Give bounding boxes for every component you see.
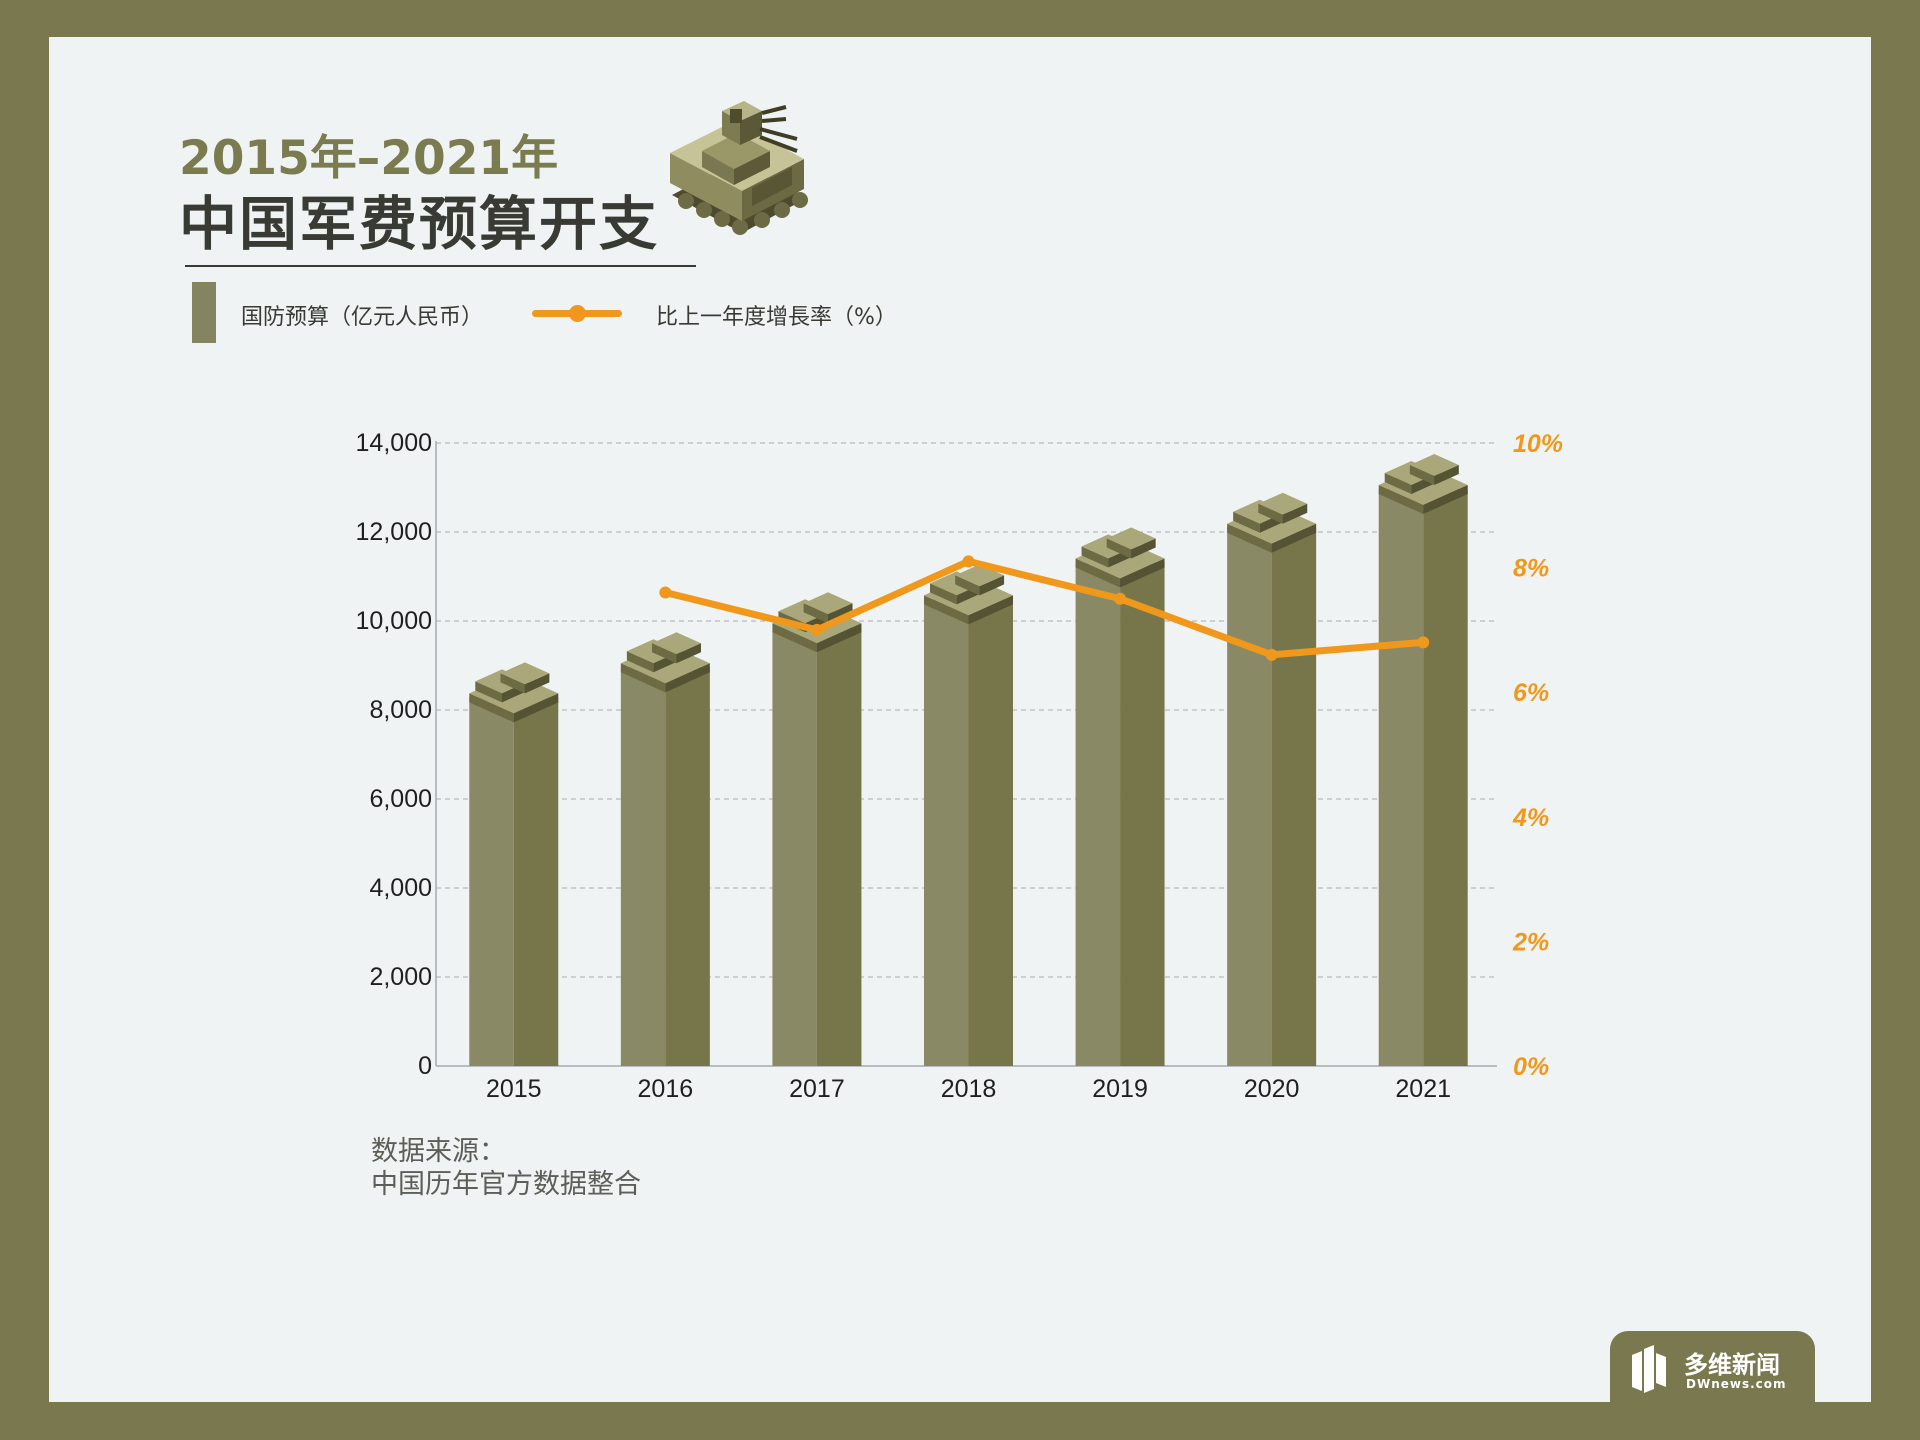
money-block-left bbox=[626, 651, 654, 673]
bar-right-face bbox=[816, 627, 862, 1066]
y-left-tick-label: 12,000 bbox=[356, 518, 432, 546]
money-block-top bbox=[1106, 527, 1156, 550]
money-block-left bbox=[652, 643, 677, 664]
money-block-top bbox=[1258, 492, 1308, 515]
growth-rate-point bbox=[962, 555, 975, 568]
bar-right-face bbox=[1120, 562, 1165, 1066]
money-block-left bbox=[1409, 465, 1435, 486]
building-icon bbox=[1632, 1345, 1666, 1393]
bar-right-face bbox=[513, 697, 559, 1066]
logo-wordmark: 多维新闻 bbox=[1684, 1351, 1780, 1379]
money-block-base-left bbox=[469, 693, 514, 723]
legend-line-marker bbox=[569, 305, 586, 322]
money-block-base-right bbox=[1271, 523, 1317, 553]
x-tick-label: 2021 bbox=[1395, 1075, 1451, 1103]
chart-title: 中国军费预算开支 bbox=[179, 190, 660, 258]
money-block-right bbox=[524, 673, 550, 694]
y-right-tick-label: 0% bbox=[1513, 1053, 1549, 1081]
money-block-top bbox=[652, 632, 701, 655]
bar-left-face bbox=[772, 627, 817, 1066]
money-block-left bbox=[955, 575, 980, 596]
money-block-base-left bbox=[1378, 485, 1424, 515]
y-left-tick-label: 10,000 bbox=[356, 607, 432, 635]
data-source: 数据来源： 中国历年官方数据整合 bbox=[371, 1135, 641, 1201]
bar-right-face bbox=[1271, 527, 1317, 1066]
money-block-left bbox=[803, 603, 829, 624]
money-block-base-left bbox=[924, 595, 969, 625]
money-block-base-left bbox=[1075, 558, 1121, 588]
money-block-left bbox=[1384, 473, 1412, 495]
bar-left-face bbox=[1075, 562, 1121, 1066]
bar-right-face bbox=[665, 667, 710, 1066]
bar-right-face bbox=[968, 599, 1013, 1066]
money-block-top bbox=[1409, 454, 1459, 477]
money-block-base-right bbox=[1120, 558, 1165, 588]
bar-left-face bbox=[469, 697, 514, 1066]
legend-bar-swatch bbox=[192, 282, 216, 343]
growth-rate-point bbox=[659, 586, 672, 599]
money-block-right bbox=[676, 643, 701, 664]
money-block-left bbox=[1081, 546, 1109, 568]
x-tick-label: 2016 bbox=[638, 1075, 694, 1103]
bar-left-face bbox=[1378, 489, 1424, 1066]
y-left-tick-label: 4,000 bbox=[369, 874, 432, 902]
money-block-base-left bbox=[620, 663, 666, 693]
y-left-tick-label: 0 bbox=[418, 1052, 432, 1080]
money-block-left bbox=[1233, 511, 1260, 533]
y-right-tick-label: 4% bbox=[1512, 804, 1549, 832]
money-block-left bbox=[1106, 538, 1132, 559]
x-tick-label: 2019 bbox=[1092, 1075, 1148, 1103]
bar-left-face bbox=[1227, 527, 1272, 1066]
dwnews-logo[interactable]: 多维新闻 DWnews.com bbox=[1610, 1331, 1815, 1402]
legend-line-label: 比上一年度增長率（%） bbox=[656, 305, 897, 330]
growth-rate-point bbox=[1265, 648, 1278, 661]
title-underline bbox=[185, 265, 696, 267]
money-block-left bbox=[1258, 503, 1283, 524]
x-tick-label: 2020 bbox=[1244, 1075, 1300, 1103]
money-block-top bbox=[500, 662, 550, 685]
money-block-base-left bbox=[1227, 523, 1272, 553]
logo-domain: DWnews.com bbox=[1686, 1377, 1787, 1391]
legend-bar-label: 国防预算（亿元人民币） bbox=[241, 305, 484, 330]
bar-right-face bbox=[1423, 489, 1468, 1066]
money-block-base-right bbox=[1423, 485, 1468, 515]
money-block-left bbox=[500, 673, 525, 694]
money-block-right bbox=[1434, 465, 1459, 486]
money-block-right bbox=[1282, 503, 1308, 524]
y-right-tick-label: 10% bbox=[1513, 430, 1563, 458]
money-block-base-right bbox=[968, 595, 1013, 625]
money-block-right bbox=[1131, 538, 1156, 559]
chart-subtitle: 2015年–2021年 bbox=[179, 131, 559, 186]
y-right-tick-label: 6% bbox=[1513, 679, 1549, 707]
money-block-left bbox=[930, 583, 957, 605]
money-block-left bbox=[475, 681, 502, 703]
growth-rate-point bbox=[1114, 592, 1127, 605]
tank-illustration bbox=[670, 101, 808, 235]
y-right-tick-label: 8% bbox=[1513, 555, 1549, 583]
y-left-tick-label: 2,000 bbox=[369, 963, 432, 991]
money-block-top bbox=[803, 592, 853, 615]
money-block-right bbox=[979, 575, 1005, 596]
y-left-tick-label: 6,000 bbox=[369, 785, 432, 813]
y-right-tick-label: 2% bbox=[1512, 928, 1549, 956]
x-tick-label: 2015 bbox=[486, 1075, 542, 1103]
bar-left-face bbox=[924, 599, 969, 1066]
growth-rate-point bbox=[1417, 636, 1430, 649]
money-block-base-right bbox=[816, 623, 862, 653]
growth-rate-line bbox=[661, 557, 1427, 659]
growth-rate-point bbox=[810, 623, 823, 636]
money-block-base-left bbox=[772, 623, 817, 653]
money-block-base-right bbox=[665, 663, 710, 693]
source-text: 中国历年官方数据整合 bbox=[371, 1169, 641, 1200]
infographic-card: 2015年–2021年 中国军费预算开支 国防预算（亿元人民币） 比上一年度增長… bbox=[49, 37, 1871, 1402]
money-block-right bbox=[828, 603, 853, 624]
y-left-tick-label: 14,000 bbox=[356, 429, 432, 457]
bar-left-face bbox=[620, 667, 666, 1066]
source-heading: 数据来源： bbox=[371, 1136, 506, 1167]
money-block-base-right bbox=[513, 693, 559, 723]
y-left-tick-label: 8,000 bbox=[369, 696, 432, 724]
x-tick-label: 2017 bbox=[789, 1075, 845, 1103]
x-tick-label: 2018 bbox=[941, 1075, 997, 1103]
